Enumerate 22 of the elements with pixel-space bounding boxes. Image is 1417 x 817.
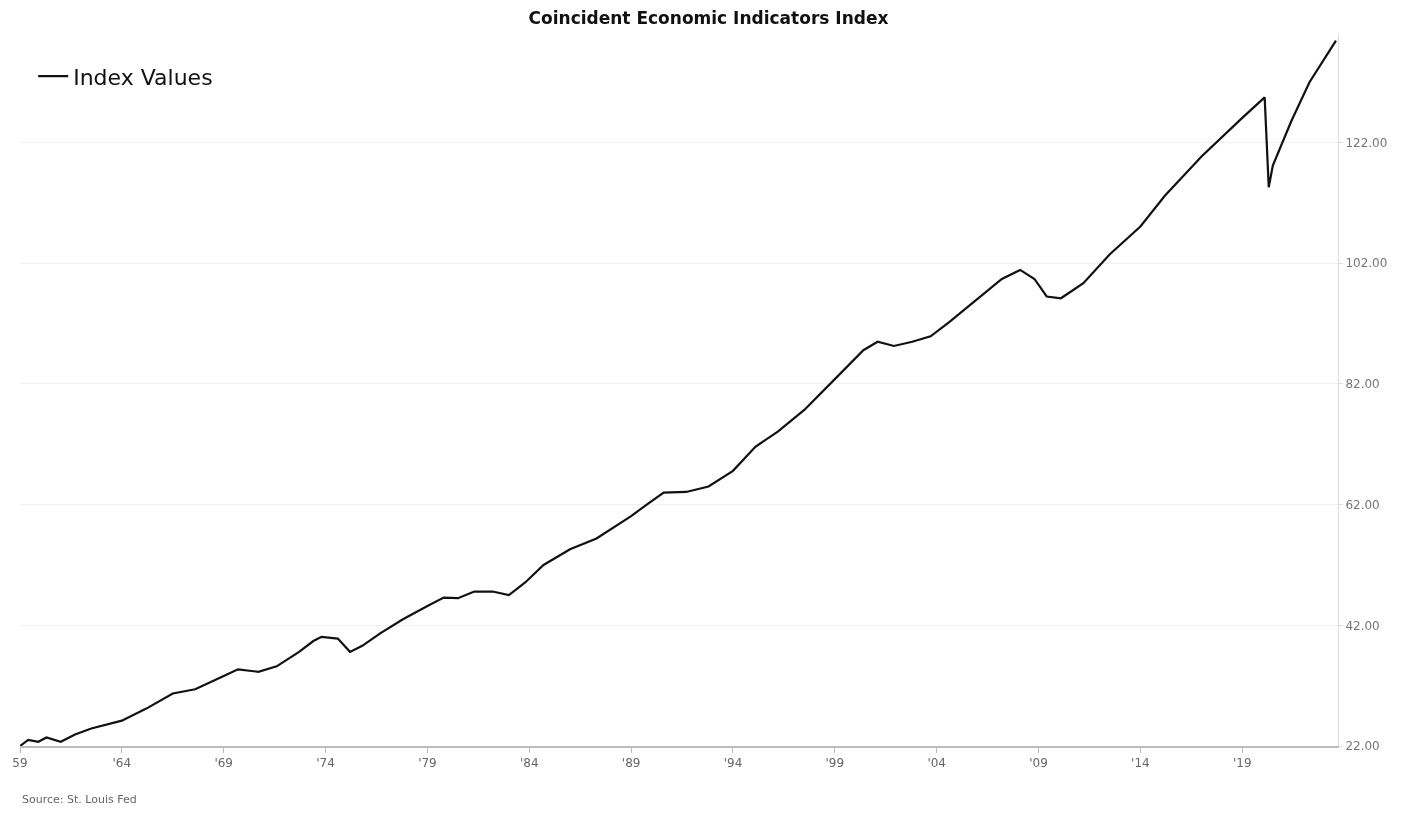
x-tick-label: '09	[1029, 756, 1048, 771]
x-tick-label: '84	[519, 756, 539, 771]
x-tick-label: '79	[418, 756, 437, 771]
x-tick-label: '89	[621, 756, 641, 771]
y-tick-label: 82.00	[1345, 377, 1380, 392]
y-tick-label: 42.00	[1345, 618, 1380, 633]
chart-title: Coincident Economic Indicators Index	[528, 8, 889, 29]
y-tick-label: 62.00	[1345, 497, 1380, 512]
x-tick-label: '74	[316, 756, 335, 771]
source-note: Source: St. Louis Fed	[22, 793, 137, 806]
y-tick-label: 122.00	[1345, 135, 1388, 150]
x-tick-label: 59	[12, 756, 28, 771]
x-tick-label: '94	[723, 756, 743, 771]
x-tick-label: '14	[1131, 756, 1150, 771]
x-tick-label: '69	[214, 756, 233, 771]
y-tick-label: 102.00	[1345, 256, 1388, 271]
legend-label: Index Values	[73, 64, 213, 90]
x-tick-label: '04	[927, 756, 946, 771]
x-tick-label: '19	[1232, 756, 1252, 771]
y-tick-label: 22.00	[1345, 739, 1380, 754]
x-tick-label: '64	[112, 756, 132, 771]
x-tick-label: '99	[825, 756, 845, 771]
